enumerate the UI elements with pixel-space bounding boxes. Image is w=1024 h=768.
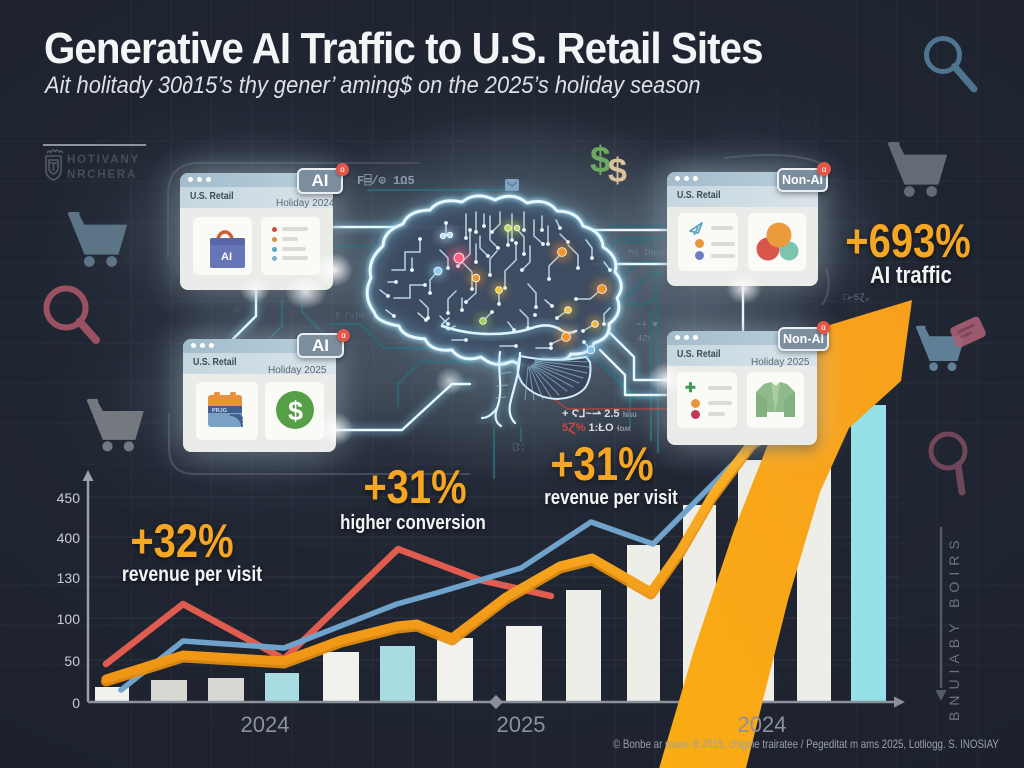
svg-text:$: $ <box>608 152 627 190</box>
svg-text:5Ɀ% 1:ŁO ɬɒʍ: 5Ɀ% 1:ŁO ɬɒʍ <box>562 422 631 434</box>
svg-text:⌁⚘ ♥: ⌁⚘ ♥ <box>636 320 658 330</box>
svg-text:NRCHERA: NRCHERA <box>67 169 137 181</box>
svg-text:4Ƨ⊦: 4Ƨ⊦ <box>637 334 653 344</box>
svg-text:F⌸/⊙ 1Ω5: F⌸/⊙ 1Ω5 <box>357 174 415 188</box>
svg-text:$: $ <box>288 396 303 426</box>
svg-text:$: $ <box>590 139 611 180</box>
svg-text:⌂: ⌂ <box>234 305 239 315</box>
svg-text:AI: AI <box>221 251 232 263</box>
svg-text:⎕⛶: ⎕⛶ <box>513 443 524 453</box>
svg-text:HOTIVANY: HOTIVANY <box>67 154 140 166</box>
svg-text:Ϻη IhοηY: Ϻη IhοηY <box>628 248 669 258</box>
svg-text:PRJG: PRJG <box>212 408 227 414</box>
svg-text:§ ſoʃmɳw: § ſoʃmɳw <box>335 312 374 321</box>
svg-text:□⌐5Ɀ⌄: □⌐5Ɀ⌄ <box>843 293 870 303</box>
svg-text:+ Ϛ⅃~⇀ 2.5 ɫɕ̈ɯ: + Ϛ⅃~⇀ 2.5 ɫɕ̈ɯ <box>562 408 637 420</box>
